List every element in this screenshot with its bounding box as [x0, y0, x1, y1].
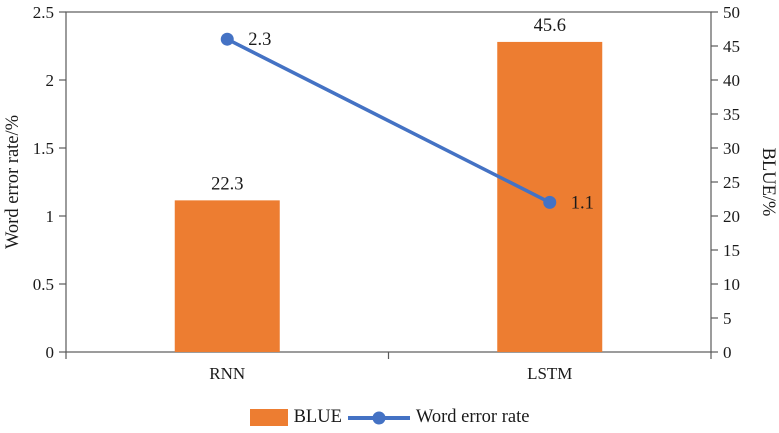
legend-item-word-error-rate: Word error rate: [347, 407, 530, 428]
right-axis-title: BLUE/%: [758, 148, 778, 217]
x-category-label: RNN: [209, 364, 245, 383]
right-axis-tick-label: 15: [723, 241, 740, 260]
right-axis-tick-label: 20: [723, 207, 740, 226]
left-axis-tick-label: 1: [46, 207, 55, 226]
line-value-label: 1.1: [571, 193, 594, 213]
left-axis-tick-label: 0.5: [33, 275, 54, 294]
line-marker: [543, 195, 557, 209]
left-axis-tick-label: 0: [46, 343, 55, 362]
bar-value-label: 45.6: [534, 16, 566, 36]
right-axis-tick-label: 10: [723, 275, 740, 294]
line-swatch-icon: [347, 411, 410, 424]
left-axis-tick-label: 2: [46, 71, 55, 90]
x-category-label: LSTM: [527, 364, 572, 383]
right-axis-tick-label: 25: [723, 173, 740, 192]
right-axis-tick-label: 50: [723, 3, 740, 22]
left-axis-tick-label: 1.5: [33, 139, 54, 158]
legend-item-blue: BLUE: [249, 407, 342, 428]
legend-label-blue: BLUE: [293, 407, 342, 427]
right-axis-tick-label: 30: [723, 139, 740, 158]
left-axis-tick-label: 2.5: [33, 3, 54, 22]
word-error-rate-line: [226, 37, 551, 204]
bar-swatch-icon: [249, 409, 288, 426]
legend-label-word-error-rate: Word error rate: [415, 407, 530, 427]
right-axis-tick-label: 40: [723, 71, 740, 90]
line-dot-icon: [372, 411, 386, 424]
right-axis-tick-label: 35: [723, 105, 740, 124]
right-axis-tick-label: 5: [723, 309, 732, 328]
right-axis-tick-label: 0: [723, 343, 732, 362]
plot-border: [65, 11, 712, 353]
chart-legend: BLUE Word error rate: [0, 407, 779, 428]
bar-value-label: 22.3: [211, 174, 243, 194]
bar-rnn: [174, 200, 280, 352]
right-axis-tick-label: 45: [723, 37, 740, 56]
line-marker: [220, 32, 234, 46]
line-value-label: 2.3: [248, 30, 271, 50]
left-axis-title: Word error rate/%: [3, 115, 23, 249]
